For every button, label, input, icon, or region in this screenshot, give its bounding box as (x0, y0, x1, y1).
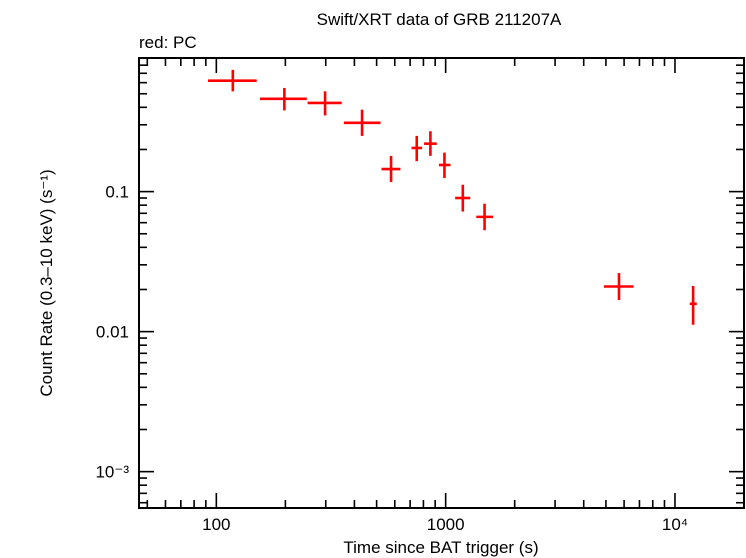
x-tick-label: 10⁴ (662, 515, 688, 534)
data-point (343, 109, 381, 136)
data-point (381, 155, 401, 183)
x-tick-label: 100 (202, 515, 230, 534)
data-point (689, 285, 697, 325)
chart-subtitle: red: PC (139, 33, 197, 52)
y-tick-label: 0.01 (96, 323, 129, 342)
y-tick-label: 10⁻³ (95, 463, 129, 482)
data-point (307, 91, 342, 116)
data-point (424, 131, 437, 156)
y-tick-label: 0.1 (105, 183, 129, 202)
data-point (411, 135, 423, 162)
x-tick-label: 1000 (427, 515, 465, 534)
axis-ticks (139, 57, 745, 508)
y-axis-label: Count Rate (0.3–10 keV) (s⁻¹) (37, 169, 56, 396)
data-point (603, 273, 634, 301)
data-point (438, 152, 451, 179)
x-axis-label: Time since BAT trigger (s) (343, 538, 538, 557)
data-point (455, 184, 471, 212)
data-point (208, 69, 257, 92)
data-point (476, 203, 494, 231)
chart-title: Swift/XRT data of GRB 211207A (317, 10, 562, 29)
data-points (208, 69, 697, 325)
plot-frame (138, 57, 745, 509)
data-point (259, 87, 307, 111)
